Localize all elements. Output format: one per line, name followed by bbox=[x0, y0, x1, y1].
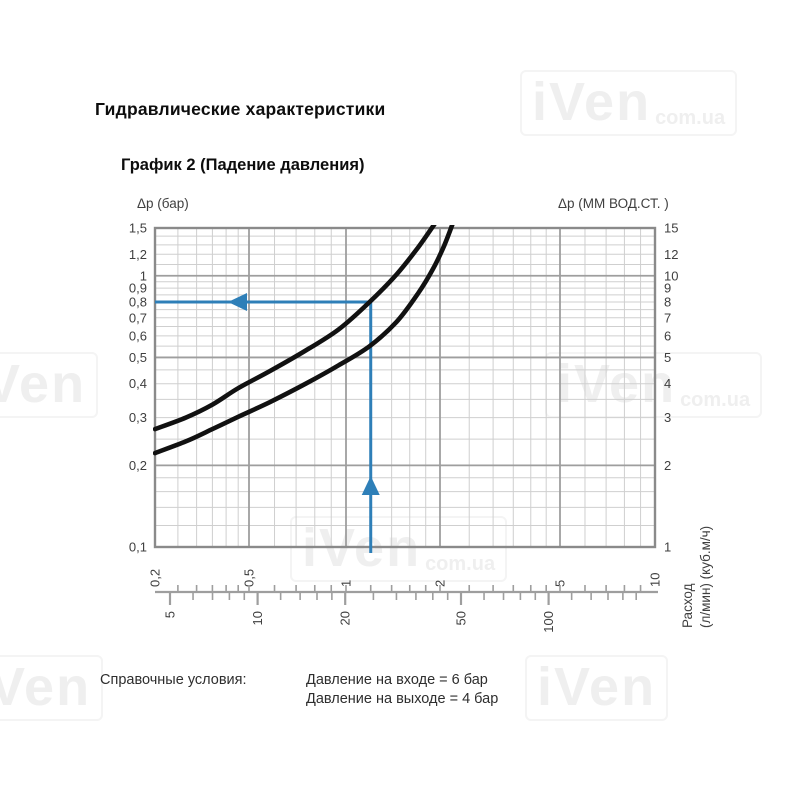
y-right-tick-label: 8 bbox=[664, 295, 671, 310]
x-lmin-tick-label: 10 bbox=[250, 611, 265, 625]
watermark-subtext: com.ua bbox=[680, 389, 751, 411]
arrow-left-icon bbox=[228, 293, 247, 312]
x-m3h-tick-label: 5 bbox=[553, 580, 568, 587]
y-left-tick-label: 0,1 bbox=[129, 540, 147, 555]
watermark-text: iVen bbox=[537, 657, 657, 717]
y-left-tick-label: 0,7 bbox=[129, 310, 147, 325]
y-left-tick-label: 1 bbox=[140, 268, 147, 283]
y-right-tick-label: 10 bbox=[664, 268, 678, 283]
y-left-tick-label: 1,2 bbox=[129, 247, 147, 262]
x-m3h-tick-label: 0,5 bbox=[242, 569, 257, 587]
y-right-tick-label: 2 bbox=[664, 458, 671, 473]
x-lmin-tick-label: 5 bbox=[163, 611, 178, 618]
left-axis-title: Δp (бар) bbox=[137, 196, 189, 211]
right-axis-title: Δp (ММ ВОД.СТ. ) bbox=[558, 196, 669, 211]
watermark-text: iVen bbox=[0, 354, 87, 414]
plot-border bbox=[153, 226, 657, 549]
outlet-pressure-value: Давление на выходе = 4 бар bbox=[306, 691, 499, 707]
x-lmin-tick-label: 20 bbox=[338, 611, 353, 625]
y-right-tick-label: 5 bbox=[664, 350, 671, 365]
arrow-up-icon bbox=[361, 476, 380, 495]
y-left-tick-label: 0,3 bbox=[129, 410, 147, 425]
grid-major bbox=[155, 228, 655, 547]
y-left-tick-label: 0,2 bbox=[129, 458, 147, 473]
x-m3h-tick-label: 0,2 bbox=[148, 569, 163, 587]
y-left-tick-label: 0,6 bbox=[129, 328, 147, 343]
y-right-tick-label: 6 bbox=[664, 328, 671, 343]
watermark: iVen bbox=[0, 655, 104, 721]
y-left-tick-label: 0,4 bbox=[129, 376, 147, 391]
y-left-tick-label: 1,5 bbox=[129, 221, 147, 236]
inlet-pressure-value: Давление на входе = 6 бар bbox=[306, 672, 488, 688]
y-right-tick-label: 4 bbox=[664, 376, 671, 391]
y-right-tick-label: 3 bbox=[664, 410, 671, 425]
watermark: iVen bbox=[0, 352, 99, 418]
y-left-tick-label: 0,5 bbox=[129, 350, 147, 365]
watermark: iVen bbox=[525, 655, 669, 721]
chart-title: График 2 (Падение давления) bbox=[121, 156, 365, 174]
annotation bbox=[155, 300, 373, 553]
y-right-tick-label: 1 bbox=[664, 540, 671, 555]
y-left-tick-label: 0,8 bbox=[129, 295, 147, 310]
x-m3h-tick-label: 1 bbox=[339, 580, 354, 587]
watermark-subtext: com.ua bbox=[425, 553, 496, 575]
watermark-text: iVen bbox=[532, 72, 652, 132]
y-right-tick-label: 7 bbox=[664, 310, 671, 325]
curve-upper bbox=[153, 225, 437, 432]
page-title: Гидравлические характеристики bbox=[95, 99, 386, 119]
flow-axis-title: (л/мин) (куб.м/ч) bbox=[698, 526, 713, 628]
reference-conditions-label: Справочные условия: bbox=[100, 672, 247, 688]
watermark-text: iVen bbox=[0, 657, 92, 717]
y-right-tick-label: 12 bbox=[664, 247, 678, 262]
flow-axis-title: Расход bbox=[680, 583, 695, 628]
x-m3h-tick-label: 2 bbox=[433, 580, 448, 587]
x-lmin-tick-label: 100 bbox=[541, 611, 556, 633]
lmin-ruler bbox=[155, 585, 658, 605]
y-right-tick-label: 9 bbox=[664, 281, 671, 296]
curve-lower bbox=[153, 225, 455, 456]
watermark-subtext: com.ua bbox=[655, 107, 726, 129]
watermark: iVen com.ua bbox=[520, 70, 738, 136]
y-right-tick-label: 15 bbox=[664, 221, 678, 236]
x-lmin-tick-label: 50 bbox=[454, 611, 469, 625]
y-left-tick-label: 0,9 bbox=[129, 281, 147, 296]
x-m3h-tick-label: 10 bbox=[648, 573, 663, 587]
